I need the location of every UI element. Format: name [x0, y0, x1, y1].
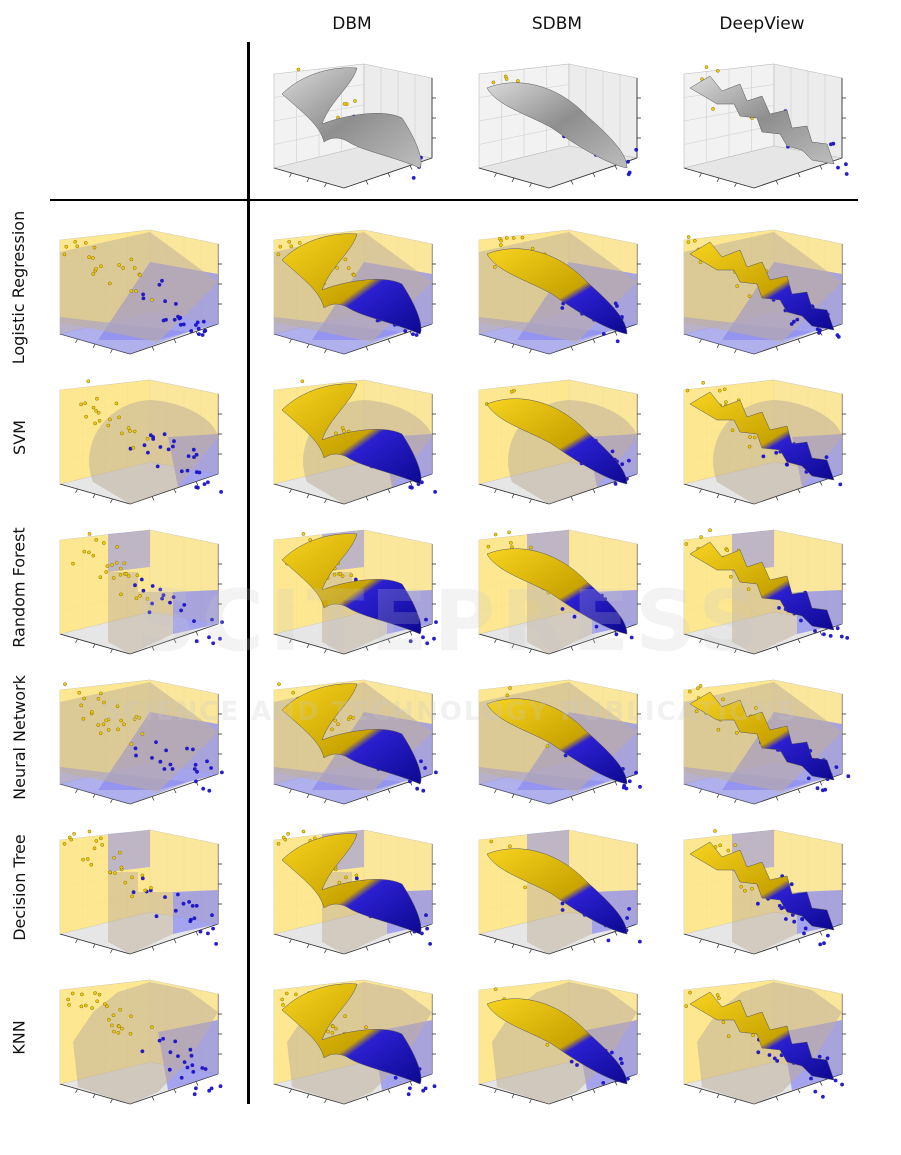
projection-surface — [486, 848, 628, 935]
panel-sdbm-surface — [457, 46, 657, 194]
row-label-neural-network: Neural Network — [9, 674, 29, 800]
classifier-region — [60, 380, 219, 504]
data-points — [79, 379, 224, 494]
data-points — [62, 239, 208, 337]
panel-nn-dbm — [252, 662, 452, 810]
panel-knn-dbm — [252, 962, 452, 1110]
projection-surface — [689, 691, 835, 781]
row-label-svm: SVM — [9, 419, 29, 455]
panel-nn-ground-truth — [38, 662, 238, 810]
projection-surface — [281, 833, 422, 935]
row-label-knn: KNN — [9, 1019, 29, 1055]
projection-surface — [689, 391, 835, 481]
data-points — [62, 829, 219, 946]
projection-surface — [486, 548, 628, 635]
projection-surface — [281, 533, 422, 635]
panel-rf-sdbm — [457, 512, 657, 660]
data-points — [63, 682, 224, 793]
panel-svm-sdbm — [457, 362, 657, 510]
panel-svm-deepview — [662, 362, 862, 510]
projection-surface — [689, 991, 835, 1081]
row-label-decision-tree: Decision Tree — [9, 833, 29, 941]
row-label-random-forest: Random Forest — [9, 526, 29, 648]
projection-surface — [689, 541, 835, 631]
panel-dt-dbm — [252, 812, 452, 960]
panel-rf-ground-truth — [38, 512, 238, 660]
classifier-region — [60, 230, 218, 354]
projection-surface — [281, 233, 422, 335]
projection-surface — [689, 241, 835, 331]
projection-surface — [486, 698, 628, 785]
data-points — [66, 991, 223, 1097]
classifier-region — [60, 680, 218, 804]
data-points — [71, 532, 224, 646]
panel-knn-sdbm — [457, 962, 657, 1110]
panel-dt-sdbm — [457, 812, 657, 960]
panel-svm-dbm — [252, 362, 452, 510]
classifier-region — [60, 530, 218, 654]
panel-lr-sdbm — [457, 212, 657, 360]
panel-nn-deepview — [662, 662, 862, 810]
panel-knn-deepview — [662, 962, 862, 1110]
classifier-region — [60, 830, 218, 954]
panel-deepview-surface — [662, 46, 862, 194]
projection-surface — [486, 998, 628, 1085]
projection-surface — [281, 67, 422, 169]
panel-dt-deepview — [662, 812, 862, 960]
column-header-dbm: DBM — [332, 14, 372, 34]
panel-dbm-surface — [252, 46, 452, 194]
projection-surface — [689, 75, 835, 165]
row-label-logistic-regression: Logistic Regression — [9, 210, 29, 364]
projection-surface — [281, 683, 422, 785]
projection-surface — [486, 82, 628, 169]
vertical-separator — [247, 42, 250, 1104]
horizontal-separator — [50, 199, 858, 201]
panel-lr-dbm — [252, 212, 452, 360]
panel-nn-sdbm — [457, 662, 657, 810]
panel-rf-dbm — [252, 512, 452, 660]
projection-surface — [281, 383, 422, 485]
panel-rf-deepview — [662, 512, 862, 660]
column-header-deepview: DeepView — [719, 14, 805, 34]
panel-svm-ground-truth — [38, 362, 238, 510]
panel-dt-ground-truth — [38, 812, 238, 960]
projection-surface — [689, 841, 835, 931]
panel-knn-ground-truth — [38, 962, 238, 1110]
column-header-sdbm: SDBM — [531, 14, 583, 34]
projection-surface — [486, 398, 628, 485]
panel-lr-deepview — [662, 212, 862, 360]
projection-surface — [281, 983, 422, 1085]
panel-lr-ground-truth — [38, 212, 238, 360]
classifier-region — [60, 980, 218, 1104]
projection-surface — [486, 248, 628, 335]
